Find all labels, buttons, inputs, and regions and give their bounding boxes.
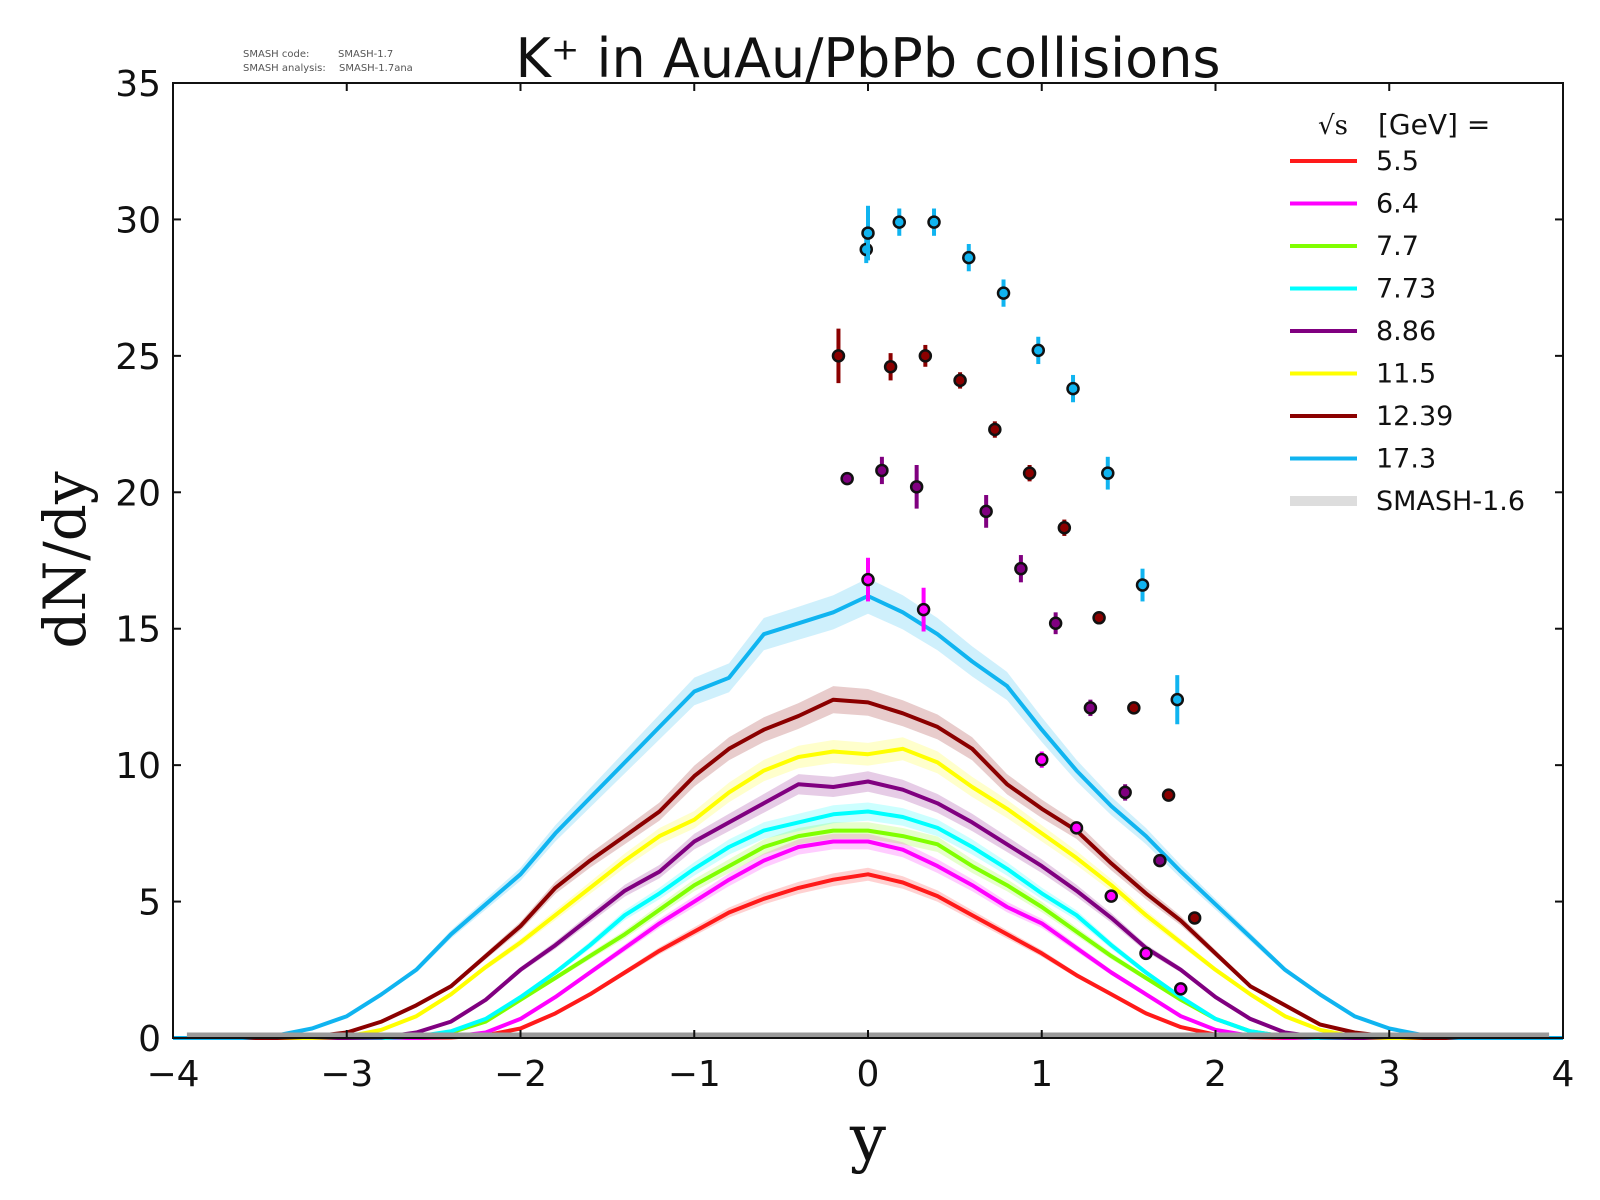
point-8-86-3 <box>979 504 993 519</box>
y-tick-label: 20 <box>115 473 161 514</box>
band-12-39 <box>173 686 1563 1038</box>
point-6-4-6 <box>1174 982 1188 996</box>
y-tick-label: 30 <box>115 200 161 241</box>
point-8-86-6 <box>1083 701 1098 715</box>
software-stamp: SMASH code: SMASH-1.7 SMASH analysis: SM… <box>243 49 413 74</box>
point-17-3-10 <box>1170 692 1185 707</box>
point-17-3-4 <box>962 250 976 265</box>
stamp-analysis-label: SMASH analysis: <box>243 63 326 74</box>
stamp-code-label: SMASH code: <box>243 49 309 60</box>
x-tick-label: 4 <box>1552 1054 1575 1095</box>
curve-11-5 <box>173 746 1563 1040</box>
y-tick-label: 0 <box>138 1019 161 1060</box>
point-12-39-4 <box>988 422 1002 437</box>
point-12-39-6 <box>1057 521 1072 535</box>
point-17-3-2 <box>892 215 907 229</box>
curve-12-39 <box>173 697 1563 1040</box>
legend-label-SMASH-1-6: SMASH-1.6 <box>1376 486 1525 517</box>
point-12-39-7 <box>1092 611 1106 625</box>
point-6-4-5 <box>1139 946 1153 961</box>
x-tick-label: −4 <box>146 1054 199 1095</box>
band-5-5 <box>173 867 1563 1038</box>
curve-7-7 <box>173 828 1563 1040</box>
point-12-39-9 <box>1161 788 1176 802</box>
y-tick-label: 15 <box>115 610 161 651</box>
point-8-86-5 <box>1048 616 1063 631</box>
x-tick-label: 2 <box>1204 1054 1227 1095</box>
x-tick-label: −2 <box>494 1054 547 1095</box>
legend-label-7-73: 7.73 <box>1376 274 1436 305</box>
chart-title: K⁺ in AuAu/PbPb collisions <box>515 27 1220 90</box>
point-8-86-1 <box>875 463 889 478</box>
point-17-3-6 <box>1031 343 1046 358</box>
point-6-4-4 <box>1104 889 1118 903</box>
legend-label-8-86: 8.86 <box>1376 316 1436 347</box>
point-12-39-5 <box>1022 466 1037 480</box>
data-points <box>831 205 1202 996</box>
legend-title-unit: [GeV] = <box>1378 108 1490 141</box>
y-tick-label: 35 <box>115 64 161 105</box>
x-tick-label: 0 <box>857 1054 880 1095</box>
legend-label-11-5: 11.5 <box>1376 359 1436 390</box>
point-17-3-5 <box>996 286 1011 300</box>
stamp-analysis-value: SMASH-1.7ana <box>339 63 413 74</box>
point-12-39-8 <box>1127 701 1141 715</box>
x-axis-label: y <box>849 1102 886 1176</box>
point-8-86-8 <box>1153 853 1167 868</box>
point-8-86-2 <box>909 480 924 494</box>
curve-5-5 <box>173 872 1563 1040</box>
legend-label-5-5: 5.5 <box>1376 146 1419 177</box>
y-tick-label: 25 <box>115 337 161 378</box>
point-12-39-3 <box>953 373 967 388</box>
legend-label-6-4: 6.4 <box>1376 189 1419 220</box>
point-12-39-2 <box>918 349 933 363</box>
point-17-3-9 <box>1135 578 1150 592</box>
point-8-86-0 <box>840 471 854 486</box>
x-tick-label: 3 <box>1378 1054 1401 1095</box>
point-12-39-0 <box>831 349 846 363</box>
point-6-4-2 <box>1035 752 1049 767</box>
legend-label-12-39: 12.39 <box>1376 401 1453 432</box>
y-tick-label: 10 <box>115 746 161 787</box>
y-tick-label: 5 <box>138 883 161 924</box>
y-axis-label: dN/dy <box>31 471 99 649</box>
x-tick-label: −1 <box>668 1054 721 1095</box>
legend-title-sqrt: √s <box>1318 111 1348 141</box>
legend-entries: 5.5 6.4 7.7 7.73 8.86 11.5 12.39 17.3 SMASH-1.6 <box>1290 146 1525 517</box>
model-bands <box>173 578 1563 1038</box>
point-12-39-1 <box>883 360 898 374</box>
point-8-86-4 <box>1014 561 1028 576</box>
legend-label-17-3: 17.3 <box>1376 444 1436 475</box>
point-17-3-8 <box>1101 466 1115 480</box>
point-17-3-1 <box>861 226 875 240</box>
point-6-4-0 <box>861 572 875 587</box>
legend-label-7-7: 7.7 <box>1376 231 1419 262</box>
band-6-4 <box>173 833 1563 1038</box>
point-6-4-1 <box>916 602 931 617</box>
point-17-3-3 <box>927 215 941 229</box>
point-17-3-7 <box>1066 381 1080 396</box>
x-tick-label: 1 <box>1030 1054 1053 1095</box>
point-8-86-7 <box>1118 785 1132 800</box>
x-tick-label: −3 <box>320 1054 373 1095</box>
legend: √s [GeV] = 5.5 6.4 7.7 7.73 8.86 11.5 12.39 17.… <box>1290 108 1525 517</box>
point-12-39-10 <box>1187 911 1202 925</box>
band-7-7 <box>173 822 1563 1038</box>
axis-ticks: −4 −3 −2 −1 0 1 2 3 4 0 5 10 15 20 25 30 35 <box>115 64 1574 1095</box>
stamp-code-value: SMASH-1.7 <box>338 49 393 60</box>
point-6-4-3 <box>1069 821 1084 835</box>
